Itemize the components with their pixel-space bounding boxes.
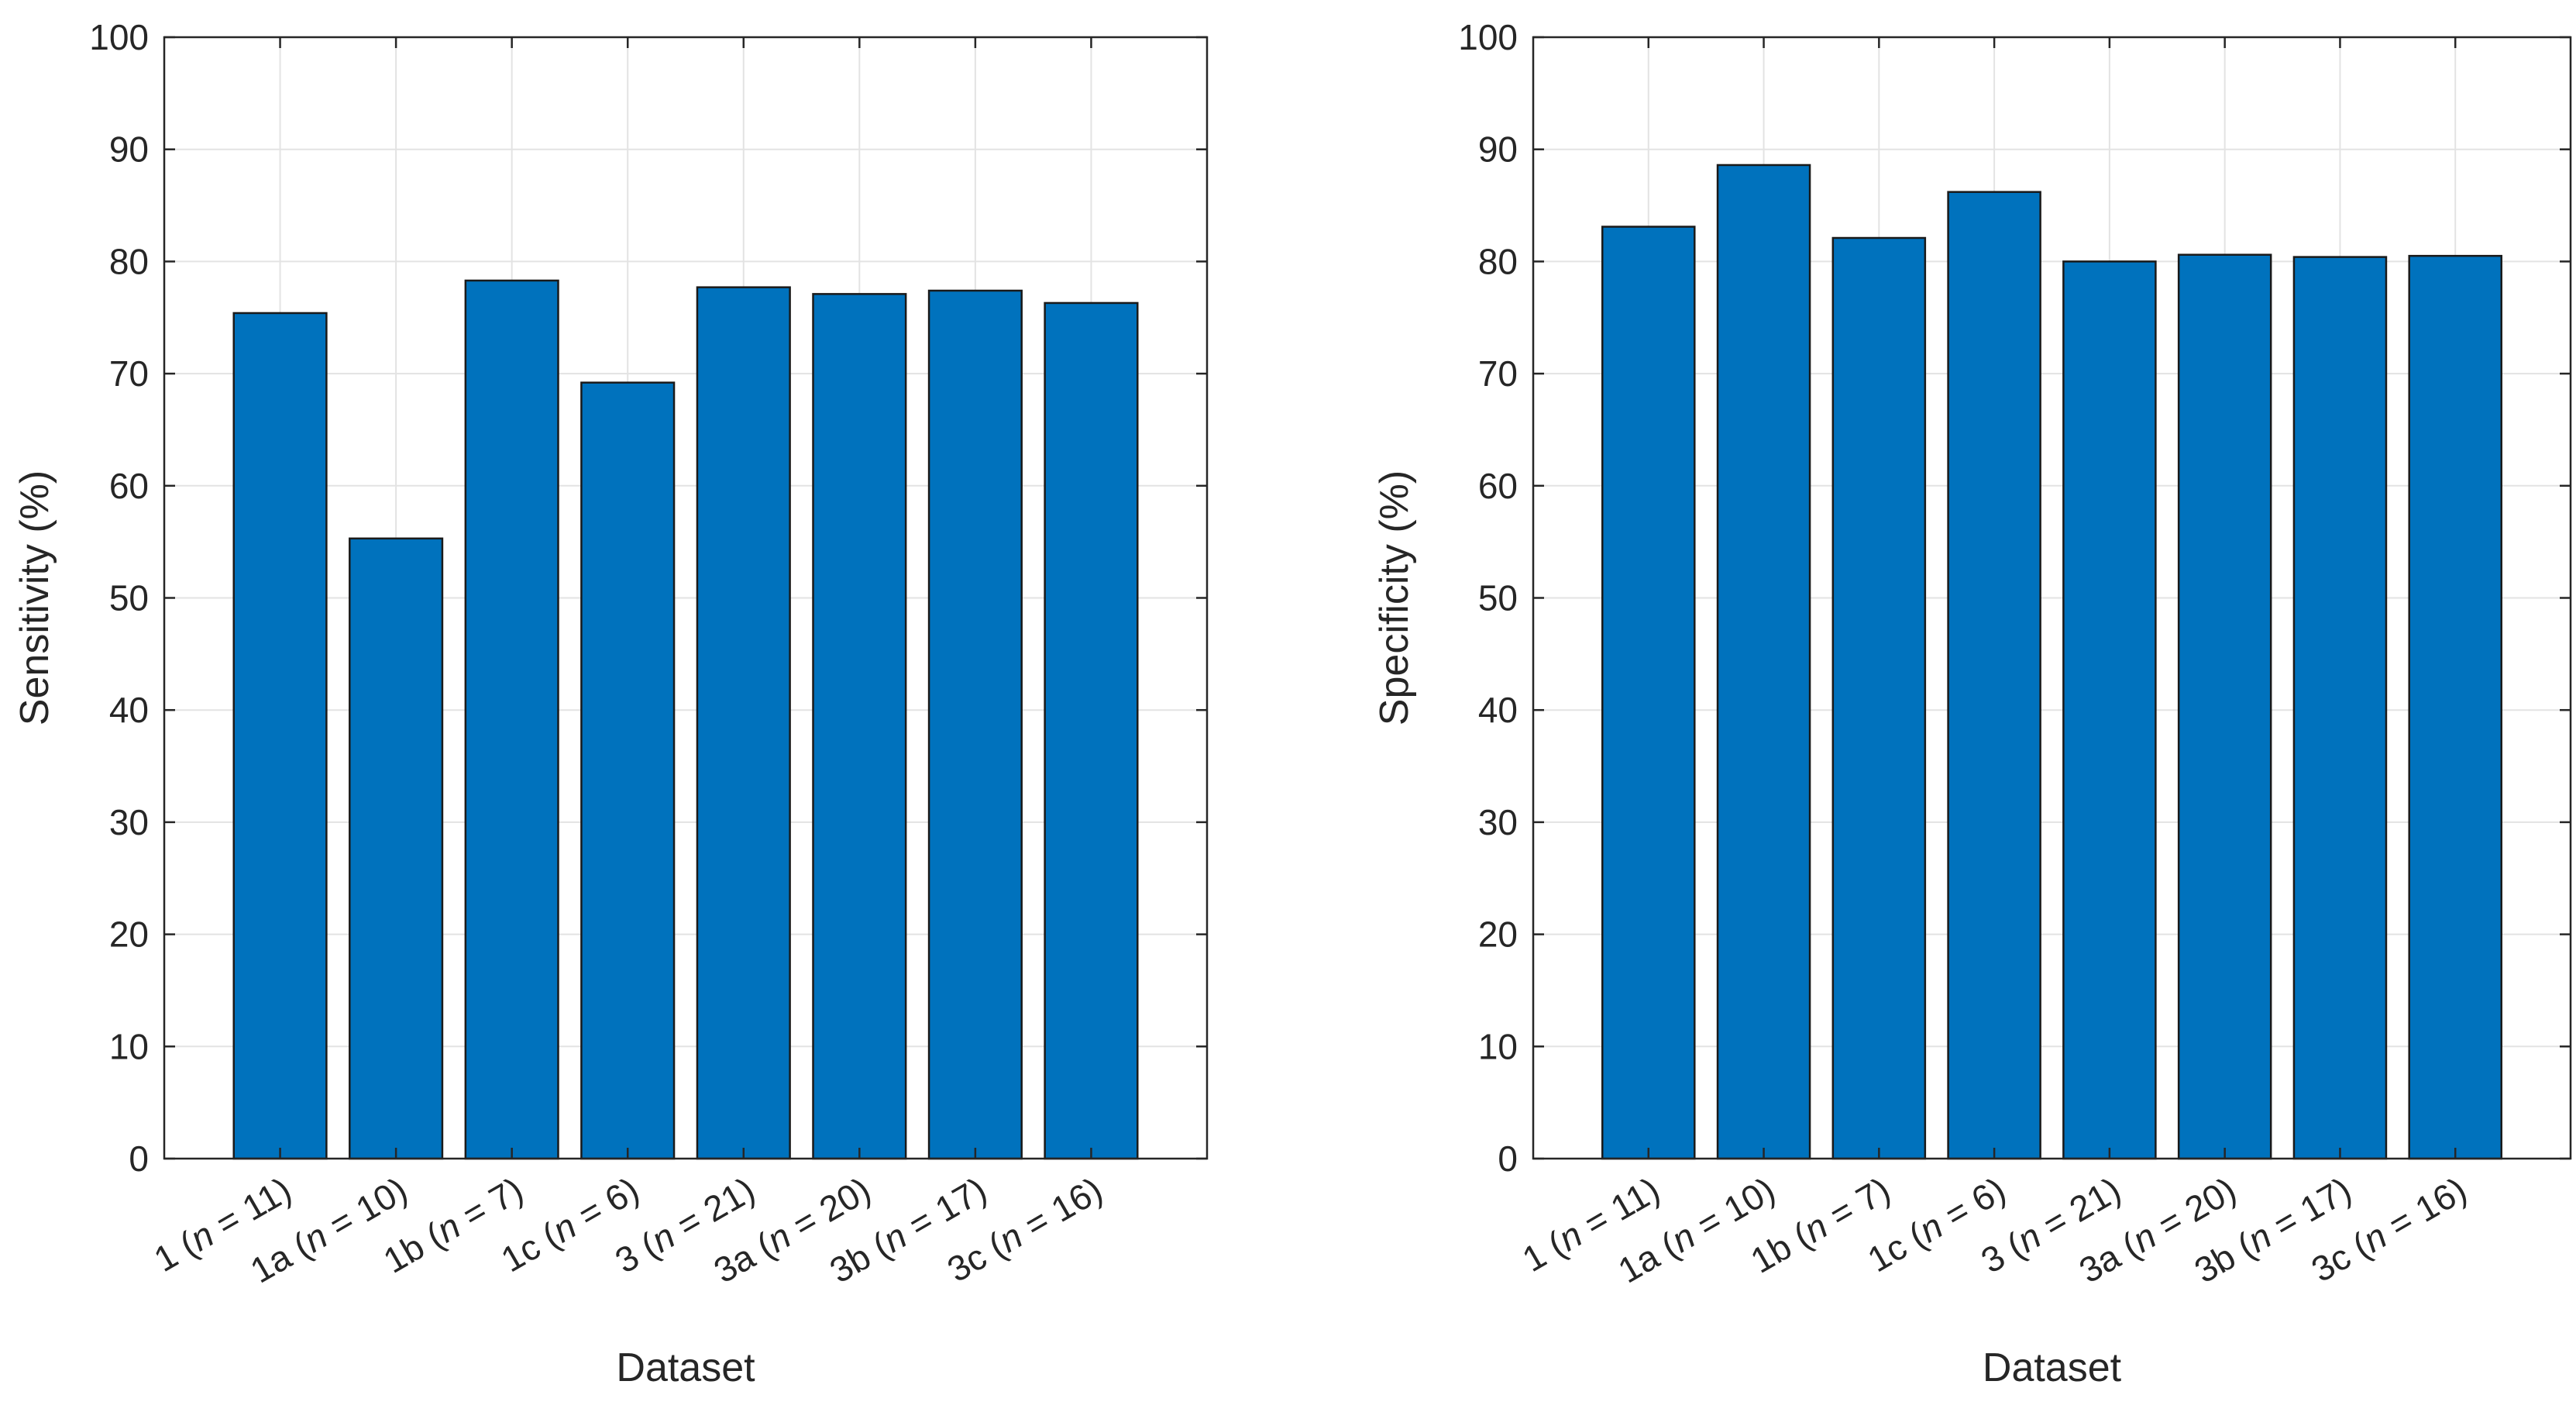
bar-1c [580,381,676,1160]
y-tick-label: 100 [89,17,149,57]
y-tick-label: 60 [109,466,149,506]
y-tick-label: 80 [109,241,149,281]
bar-3c [2408,254,2502,1160]
y-tick-label: 40 [109,690,149,730]
bar-3 [696,286,791,1160]
bar-3a [812,293,907,1160]
y-tick-label: 100 [1458,17,1518,57]
bar-1b [464,279,559,1160]
y-tick-label: 80 [1478,241,1518,281]
x-axis-title: Dataset [1983,1345,2122,1390]
bar-3 [2062,260,2157,1160]
y-tick-label: 0 [129,1138,149,1179]
bar-1 [232,312,328,1160]
y-axis-title: Specificity (%) [1372,470,1417,725]
y-tick-label: 20 [1478,914,1518,955]
y-tick-label: 20 [109,914,149,955]
y-tick-label: 0 [1498,1138,1518,1179]
bar-1b [1831,236,1927,1160]
bar-1 [1601,226,1696,1160]
y-tick-label: 70 [1478,353,1518,394]
y-tick-label: 50 [1478,578,1518,618]
y-tick-label: 90 [1478,129,1518,170]
y-tick-label: 40 [1478,690,1518,730]
y-tick-label: 50 [109,578,149,618]
y-tick-label: 60 [1478,466,1518,506]
y-tick-label: 30 [1478,802,1518,842]
bar-3b [927,289,1023,1160]
bar-1c [1947,191,2041,1160]
bar-3a [2177,253,2272,1160]
bar-3c [1044,301,1139,1160]
bar-1a [349,537,444,1160]
y-tick-label: 30 [109,802,149,842]
y-axis-title: Sensitivity (%) [12,470,57,725]
y-tick-label: 10 [109,1026,149,1066]
x-axis-title: Dataset [616,1345,755,1390]
bar-1a [1716,164,1811,1160]
bar-3b [2292,256,2388,1160]
y-tick-label: 10 [1478,1026,1518,1066]
y-tick-label: 70 [109,353,149,394]
y-tick-label: 90 [109,129,149,170]
